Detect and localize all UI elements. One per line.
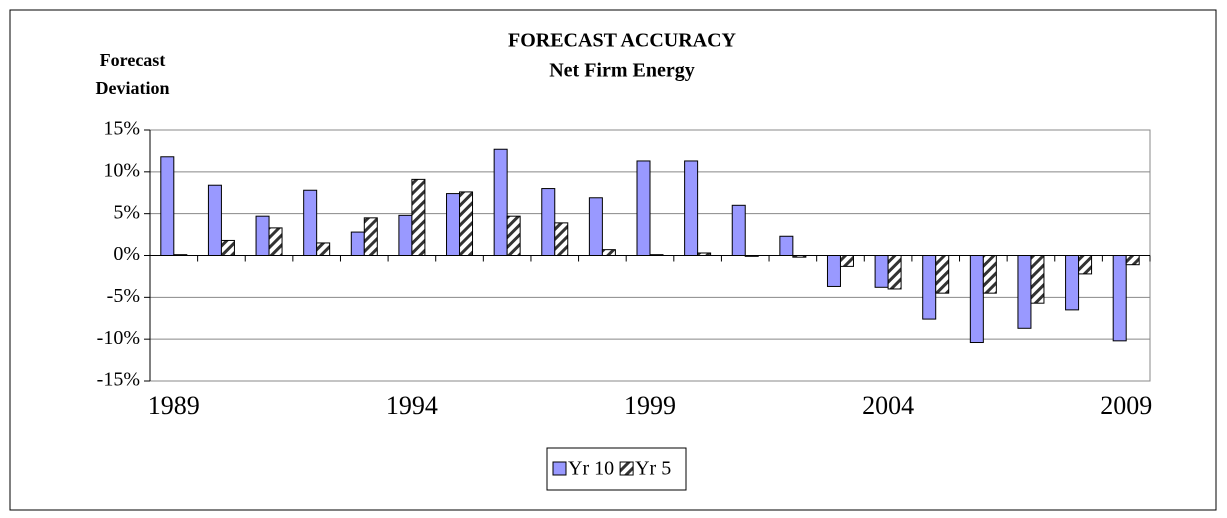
x-tick-label: 1994: [386, 391, 438, 420]
y-tick-label: 5%: [113, 201, 140, 223]
bar: [731, 204, 746, 257]
legend-swatch: [552, 461, 567, 476]
bar: [887, 255, 902, 290]
bar: [779, 235, 794, 257]
bar: [1078, 255, 1093, 275]
y-axis-label: Forecast Deviation: [95, 50, 170, 98]
bar: [316, 242, 331, 256]
legend-box: [546, 447, 687, 491]
bar: [506, 215, 521, 256]
bar: [411, 178, 426, 256]
chart-title: FORECAST ACCURACY: [508, 30, 737, 52]
y-tick-label: 15%: [103, 118, 140, 140]
chart-subtitle: Net Firm Energy: [549, 60, 695, 82]
bar: [1017, 255, 1032, 329]
bar: [268, 227, 283, 256]
y-tick-label: -15%: [97, 369, 140, 391]
bar: [220, 239, 235, 257]
x-tick-label: 1999: [624, 391, 676, 420]
bar: [636, 160, 651, 256]
bar: [935, 255, 950, 294]
legend-label: Yr 10: [568, 458, 614, 480]
bar: [446, 193, 461, 257]
y-tick-label: 10%: [103, 159, 140, 181]
bar: [255, 215, 270, 256]
x-tick-label: 2009: [1100, 391, 1152, 420]
bar: [826, 255, 841, 287]
bar: [363, 217, 378, 257]
bar: [982, 255, 997, 294]
legend-swatch: [619, 461, 634, 476]
bar: [839, 255, 854, 267]
x-tick-label: 2004: [862, 391, 914, 420]
bar: [541, 188, 556, 256]
bar: [588, 197, 603, 257]
bar: [922, 255, 937, 320]
y-axis-label-box: Forecast Deviation: [95, 50, 170, 98]
bar: [554, 222, 569, 256]
y-tick-label: -10%: [97, 327, 140, 349]
bar: [459, 191, 474, 256]
y-tick-label: -5%: [107, 285, 140, 307]
legend-label: Yr 5: [635, 458, 671, 480]
bar: [207, 184, 222, 256]
bar: [398, 214, 413, 256]
x-tick-label: 1989: [148, 391, 200, 420]
bar: [1125, 255, 1140, 266]
y-tick-label: 0%: [113, 243, 140, 265]
bar: [969, 255, 984, 344]
bar: [1065, 255, 1080, 311]
bar: [874, 255, 889, 288]
bar: [303, 189, 318, 257]
bar: [684, 160, 699, 256]
bar: [493, 148, 508, 256]
bar: [601, 249, 616, 256]
bar: [1112, 255, 1127, 342]
bar: [160, 156, 175, 256]
bar: [1030, 255, 1045, 304]
bar: [350, 231, 365, 256]
